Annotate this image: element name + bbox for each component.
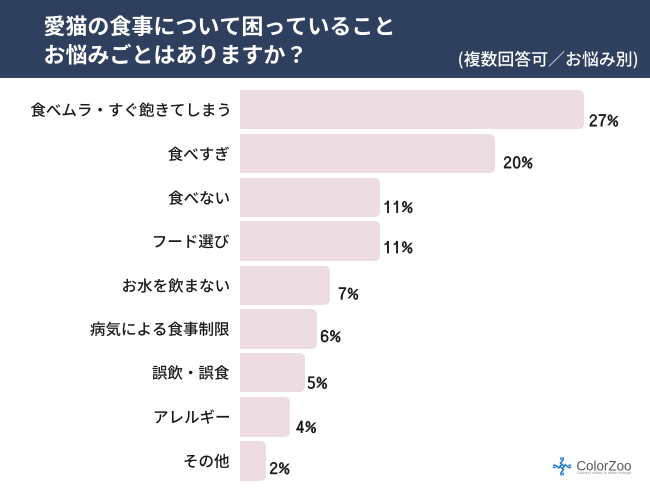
svg-text:ColorZoo: ColorZoo: [576, 459, 631, 474]
svg-text:Connect colors to shine throug: Connect colors to shine through: [577, 471, 632, 475]
